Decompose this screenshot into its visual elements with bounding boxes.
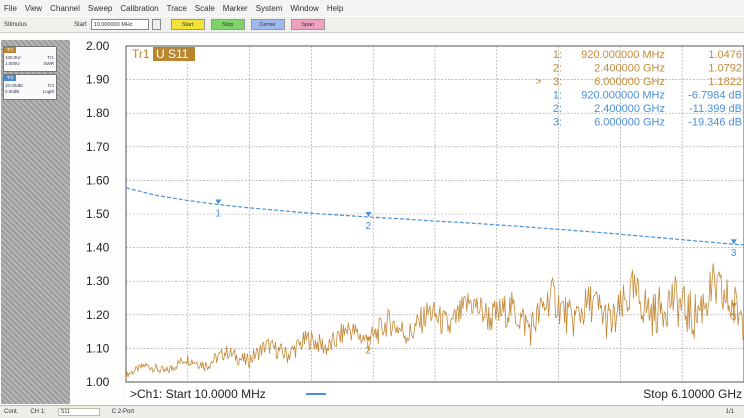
stop-frequency-label: Stop 6.10000 GHz: [643, 387, 742, 401]
marker-triangle: [730, 303, 737, 309]
menu-marker[interactable]: Marker: [222, 3, 248, 13]
menu-help[interactable]: Help: [326, 3, 344, 13]
marker-frequency: 6.000000 GHz: [594, 117, 665, 129]
menu-trace[interactable]: Trace: [166, 3, 187, 13]
menu-calibration[interactable]: Calibration: [120, 3, 159, 13]
y-tick-label: 2.00: [86, 39, 110, 53]
status-mode: Cont.: [4, 409, 19, 415]
marker-triangle: [730, 239, 737, 245]
status-page: 1/1: [725, 409, 734, 415]
marker-value: 1.1822: [708, 76, 742, 88]
center-button[interactable]: Center: [250, 19, 285, 30]
trace-header: Tr1 U S11: [132, 47, 195, 61]
y-tick-label: 1.20: [86, 308, 110, 322]
footer-bg: [126, 383, 744, 403]
marker-points: 1 2 3 2 3: [215, 199, 737, 357]
trace-header-badge-bg: [153, 47, 195, 61]
marker-frequency: 6.000000 GHz: [594, 76, 665, 88]
y-tick-label: 1.60: [86, 173, 110, 187]
trace-ref: 0.00dB: [5, 89, 20, 94]
marker-number: 3:: [553, 117, 562, 129]
trace-tag: Tr1: [4, 47, 16, 53]
stimulus-label: Stimulus: [4, 21, 28, 28]
marker-triangle: [215, 199, 222, 205]
status-param: S11: [57, 408, 100, 416]
menu-window[interactable]: Window: [290, 3, 319, 13]
span-button[interactable]: Span: [290, 19, 325, 30]
stop-button[interactable]: Stop: [210, 19, 245, 30]
menu-sweep[interactable]: Sweep: [87, 3, 113, 13]
y-tick-label: 1.90: [86, 73, 110, 87]
marker-value: 1.0476: [708, 49, 742, 61]
marker-active-indicator: >: [535, 76, 541, 88]
stimulus-toolbar: Stimulus Start 10.000000 MHz Start Stop Ce…: [0, 17, 744, 33]
status-bar: Cont. CH 1: S11 C 2-Port 1/1: [0, 405, 744, 418]
marker-number: 1:: [553, 49, 562, 61]
start-spin-button[interactable]: [151, 19, 161, 30]
menu-scale[interactable]: Scale: [194, 3, 215, 13]
start-label: Start: [74, 21, 87, 28]
trace-header-badge: U S11: [156, 47, 189, 61]
trace-side-panel: Tr1 100.0U/ 1.000U Tr1 SWR Tr2 10.00dB/ …: [1, 40, 70, 404]
y-tick-label: 1.10: [86, 341, 110, 355]
trace-name: Tr2: [47, 83, 54, 88]
marker-value: -6.7984 dB: [688, 90, 742, 102]
marker-point-label: 2: [366, 221, 372, 232]
y-tick-label: 1.70: [86, 140, 110, 154]
marker-point-label: 3: [731, 312, 737, 323]
marker-point-label: 2: [366, 346, 372, 357]
trace-tile-tr1[interactable]: Tr1 100.0U/ 1.000U Tr1 SWR: [3, 46, 57, 72]
marker-frequency: 2.400000 GHz: [594, 103, 665, 115]
marker-number: 2:: [553, 63, 562, 75]
chart-footer: >Ch1: Start 10.0000 MHz Stop 6.10000 GHz: [126, 383, 744, 403]
start-button[interactable]: Start: [170, 19, 205, 30]
menu-channel[interactable]: Channel: [50, 3, 80, 13]
y-tick-label: 1.30: [86, 274, 110, 288]
start-frequency-input[interactable]: 10.000000 MHz: [90, 19, 149, 30]
marker-point-label: 1: [215, 208, 221, 219]
marker-value: -11.399 dB: [689, 103, 742, 115]
trace-scale: 10.00dB/: [5, 83, 24, 88]
trace-format: LogM: [42, 89, 54, 94]
trace-format: SWR: [43, 61, 55, 66]
trace-ref: 1.000U: [5, 61, 20, 66]
trace-name: Tr1: [47, 55, 54, 60]
trace-tile-tr2[interactable]: Tr2 10.00dB/ 0.00dB Tr2 LogM: [3, 74, 57, 100]
menu-file[interactable]: File: [4, 3, 17, 13]
marker-triangle: [365, 336, 372, 342]
marker-number: 3:: [553, 76, 562, 88]
marker-value: 1.0792: [708, 63, 742, 75]
status-cal: C 2-Port: [111, 409, 135, 415]
y-tick-label: 1.50: [86, 207, 110, 221]
status-channel: CH 1:: [30, 409, 46, 415]
trace-tag: Tr2: [4, 75, 16, 81]
y-tick-label: 1.40: [86, 241, 110, 255]
y-tick-label: 1.00: [86, 375, 110, 389]
logmag-trace-line: [125, 263, 744, 379]
marker-frequency: 920.000000 MHz: [581, 49, 665, 61]
y-axis-ticks: 2.00 1.90 1.80 1.70 1.60 1.50 1.40 1.30 1.20 1.10…: [86, 39, 110, 389]
menu-view[interactable]: View: [24, 3, 43, 13]
marker-table: 1: 920.000000 MHz 1.0476 2: 2.400000 GHz 1.07…: [535, 49, 742, 129]
marker-triangle: [365, 212, 372, 218]
y-tick-label: 1.80: [86, 106, 110, 120]
start-frequency-label: >Ch1: Start 10.0000 MHz: [130, 387, 266, 401]
marker-value: -19.346 dB: [688, 117, 742, 129]
chart-series: [125, 187, 744, 379]
marker-frequency: 2.400000 GHz: [594, 63, 665, 75]
stimulus-buttons: Start Stop Center Span: [170, 19, 331, 30]
marker-point-label: 3: [731, 248, 737, 259]
menu-bar: File View Channel Sweep Calibration Trace Scal…: [0, 0, 744, 16]
chart-grid: [125, 45, 744, 383]
menu-system[interactable]: System: [255, 3, 283, 13]
trace-header-prefix: Tr1: [132, 47, 150, 61]
marker-number: 1:: [553, 90, 562, 102]
marker-frequency: 920.000000 MHz: [581, 90, 665, 102]
swr-trace-line: [125, 187, 744, 246]
marker-number: 2:: [553, 103, 562, 115]
trace-scale: 100.0U/: [5, 55, 21, 60]
